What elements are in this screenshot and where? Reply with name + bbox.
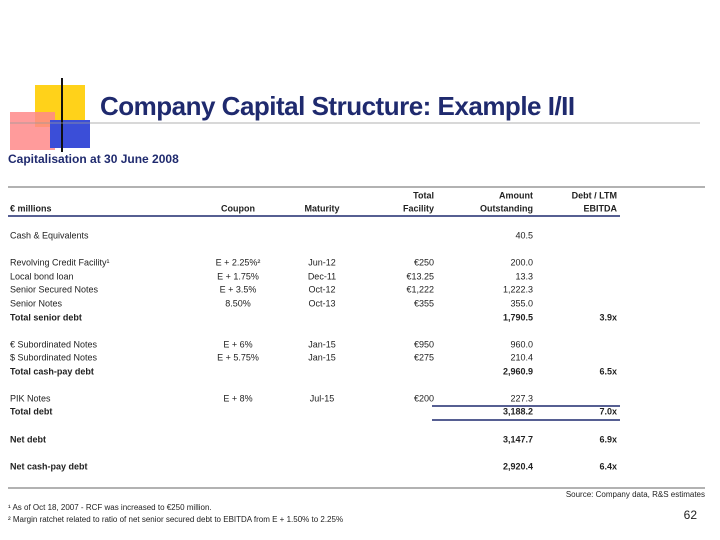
cell-amount: 1,790.5 [503, 312, 533, 322]
cell-maturity: Jan-15 [308, 339, 336, 349]
cell-maturity: Jan-15 [308, 352, 336, 362]
cell-facility: €13.25 [406, 271, 434, 281]
deco-blue [50, 120, 90, 148]
cell-label: Net cash-pay debt [10, 461, 88, 471]
cell-facility: €250 [414, 257, 434, 267]
cell-coupon: E + 5.75% [217, 352, 259, 362]
title: Company Capital Structure: Example I/II [100, 91, 575, 121]
cell-coupon: E + 1.75% [217, 271, 259, 281]
page-number: 62 [684, 508, 698, 522]
column-header: € millions [10, 203, 52, 213]
cell-label: € Subordinated Notes [10, 339, 98, 349]
cell-amount: 227.3 [510, 393, 533, 403]
column-header: Coupon [221, 203, 255, 213]
cell-amount: 210.4 [510, 352, 533, 362]
subtitle: Capitalisation at 30 June 2008 [8, 152, 179, 166]
cell-ratio: 6.4x [599, 461, 617, 471]
cell-amount: 40.5 [515, 230, 533, 240]
deco-red [10, 112, 55, 150]
cell-label: Senior Notes [10, 298, 63, 308]
cell-coupon: E + 6% [223, 339, 252, 349]
cell-maturity: Oct-12 [308, 284, 335, 294]
column-header: Debt / LTM [572, 190, 617, 200]
cell-label: Cash & Equivalents [10, 230, 89, 240]
cell-amount: 1,222.3 [503, 284, 533, 294]
source: Source: Company data, R&S estimates [566, 490, 705, 499]
cell-amount: 355.0 [510, 298, 533, 308]
cell-label: Total debt [10, 406, 52, 416]
cell-maturity: Jul-15 [310, 393, 335, 403]
cell-label: Total cash-pay debt [10, 366, 94, 376]
cell-coupon: 8.50% [225, 298, 251, 308]
column-header: Maturity [304, 203, 339, 213]
cell-coupon: E + 3.5% [220, 284, 257, 294]
column-header: EBITDA [584, 203, 618, 213]
cell-label: Local bond loan [10, 271, 74, 281]
cell-label: $ Subordinated Notes [10, 352, 98, 362]
cell-facility: €355 [414, 298, 434, 308]
cell-ratio: 3.9x [599, 312, 617, 322]
cell-amount: 2,960.9 [503, 366, 533, 376]
cell-maturity: Dec-11 [308, 271, 336, 281]
cell-facility: €275 [414, 352, 434, 362]
cell-coupon: E + 8% [223, 393, 252, 403]
cell-amount: 200.0 [510, 257, 533, 267]
cell-amount: 960.0 [510, 339, 533, 349]
cell-ratio: 7.0x [599, 406, 617, 416]
footnote: ¹ As of Oct 18, 2007 - RCF was increased… [8, 503, 212, 512]
column-header: Facility [403, 203, 434, 213]
cell-amount: 13.3 [515, 271, 533, 281]
cell-amount: 2,920.4 [503, 461, 533, 471]
column-header: Total [413, 190, 434, 200]
cell-facility: €200 [414, 393, 434, 403]
cell-label: Net debt [10, 434, 46, 444]
cell-label: Senior Secured Notes [10, 284, 99, 294]
cell-ratio: 6.9x [599, 434, 617, 444]
column-header: Amount [499, 190, 533, 200]
cell-maturity: Oct-13 [308, 298, 335, 308]
cell-label: Revolving Credit Facility¹ [10, 257, 110, 267]
footnote: ² Margin ratchet related to ratio of net… [8, 515, 343, 524]
cell-ratio: 6.5x [599, 366, 617, 376]
cell-label: Total senior debt [10, 312, 82, 322]
cell-maturity: Jun-12 [308, 257, 336, 267]
cell-facility: €1,222 [406, 284, 434, 294]
column-header: Outstanding [480, 203, 533, 213]
cell-coupon: E + 2.25%² [216, 257, 261, 267]
cell-label: PIK Notes [10, 393, 51, 403]
cell-amount: 3,188.2 [503, 406, 533, 416]
cell-facility: €950 [414, 339, 434, 349]
cell-amount: 3,147.7 [503, 434, 533, 444]
